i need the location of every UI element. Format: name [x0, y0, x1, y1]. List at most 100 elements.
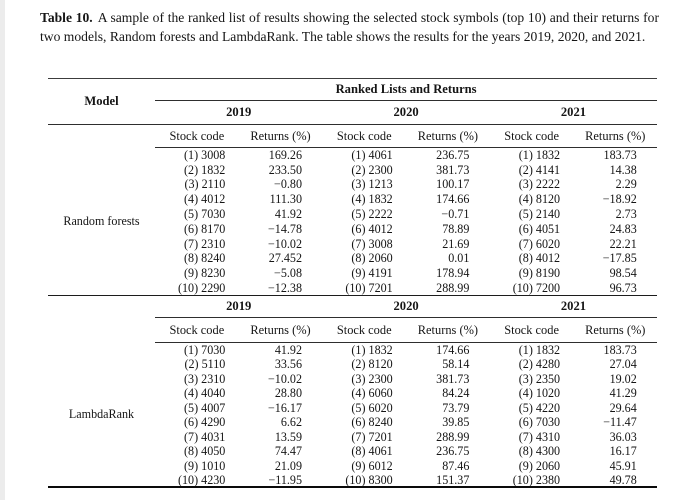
header-spacer — [48, 317, 155, 342]
table-row: (8) 4050 74.47 (8) 4061 236.75 (8) 4300 16.17 — [48, 444, 657, 459]
returns-cell: 49.78 — [573, 473, 657, 488]
stock-code-cell: (1) 4061 — [322, 148, 406, 163]
returns-value: 169.26 — [268, 148, 303, 163]
stock-code-value: (8) 4061 — [351, 444, 393, 459]
returns-cell: 178.94 — [406, 266, 490, 281]
table-row: LambdaRank (1) 7030 41.92 (1) 1832 174.66 (1)… — [48, 342, 657, 421]
returns-value: 41.92 — [274, 342, 303, 357]
returns-value: 58.14 — [442, 357, 470, 372]
stock-code-value: (4) 1832 — [351, 192, 393, 207]
returns-value: 29.64 — [609, 400, 637, 415]
stock-code-value: (6) 4290 — [184, 415, 226, 430]
returns-header: Returns (%) — [573, 317, 658, 343]
stock-code-cell: (5) 7030 — [155, 207, 239, 222]
returns-value: 19.02 — [609, 371, 637, 386]
table-row: (7) 4031 13.59 (7) 7201 288.99 (7) 4310 36.03 — [48, 429, 657, 444]
stock-code-value: (2) 2300 — [351, 162, 393, 177]
returns-cell: 288.99 — [406, 281, 490, 296]
returns-cell: 6.62 — [239, 415, 323, 430]
returns-value: 21.09 — [274, 458, 303, 473]
returns-value: −0.80 — [274, 177, 303, 192]
stock-code-value: (10) 7201 — [345, 280, 393, 295]
model-column-header: Model — [48, 78, 155, 125]
returns-cell: 36.03 — [573, 429, 657, 444]
returns-value: −10.02 — [267, 236, 303, 251]
stock-code-cell: (10) 2380 — [490, 473, 574, 488]
stock-code-cell: (10) 2290 — [155, 281, 239, 296]
stock-code-value: (2) 5110 — [184, 357, 226, 372]
stock-code-value: (3) 2222 — [518, 177, 561, 192]
stock-code-cell: (9) 8230 — [155, 266, 239, 281]
returns-value: −12.38 — [267, 280, 303, 295]
returns-header: Returns (%) — [406, 317, 490, 343]
stock-code-cell: (1) 1832 — [490, 342, 574, 357]
stock-code-cell: (7) 4310 — [490, 429, 574, 444]
model-label: LambdaRank — [68, 407, 135, 422]
returns-cell: 233.50 — [239, 162, 323, 177]
returns-value: 74.47 — [274, 444, 303, 459]
stock-code-cell: (5) 2222 — [322, 207, 406, 222]
stock-code-value: (1) 3008 — [184, 148, 226, 163]
table-row: (4) 4012 111.30 (4) 1832 174.66 (4) 8120 −18.… — [48, 192, 657, 207]
stock-code-cell: (1) 1832 — [322, 342, 406, 357]
table-caption-text: A sample of the ranked list of results s… — [40, 10, 659, 44]
returns-value: 288.99 — [436, 429, 470, 444]
returns-cell: 21.69 — [406, 236, 490, 251]
returns-value: 22.21 — [609, 236, 637, 251]
returns-value: 178.94 — [436, 266, 470, 281]
returns-value: 233.50 — [268, 162, 303, 177]
stock-code-cell: (10) 7201 — [322, 281, 406, 296]
returns-cell: 73.79 — [406, 400, 490, 415]
returns-cell: −10.02 — [239, 371, 323, 386]
returns-cell: 27.04 — [573, 357, 657, 372]
stock-code-value: (1) 1832 — [518, 342, 561, 357]
returns-cell: 28.80 — [239, 386, 323, 401]
returns-header: Returns (%) — [406, 124, 490, 148]
table-row: (9) 1010 21.09 (9) 6012 87.46 (9) 2060 45.91 — [48, 458, 657, 473]
table-row: (2) 1832 233.50 (2) 2300 381.73 (2) 4141 14.3… — [48, 162, 657, 177]
column-headers-row: Stock code Returns (%) Stock code Return… — [48, 124, 658, 148]
year-header-2019: 2019 — [155, 100, 323, 125]
ranked-lists-header: Ranked Lists and Returns — [155, 78, 658, 101]
stock-code-value: (9) 6012 — [351, 458, 393, 473]
returns-value: 39.85 — [442, 415, 470, 430]
stock-code-value: (5) 7030 — [184, 207, 226, 222]
returns-value: 73.79 — [442, 400, 470, 415]
returns-value: 78.89 — [442, 221, 470, 236]
stock-code-value: (9) 1010 — [184, 458, 226, 473]
returns-cell: 100.17 — [406, 177, 490, 192]
returns-header: Returns (%) — [573, 124, 658, 148]
returns-cell: 21.09 — [239, 458, 323, 473]
stock-code-cell: (6) 4012 — [322, 221, 406, 236]
stock-code-cell: (10) 8300 — [322, 473, 406, 488]
returns-cell: 39.85 — [406, 415, 490, 430]
stock-code-value: (6) 8170 — [184, 221, 226, 236]
stock-code-value: (6) 4051 — [518, 221, 561, 236]
stock-code-header: Stock code — [155, 124, 239, 148]
stock-code-value: (9) 8190 — [518, 266, 561, 281]
stock-code-cell: (3) 1213 — [322, 177, 406, 192]
stock-code-value: (7) 2310 — [184, 236, 226, 251]
returns-cell: 41.92 — [239, 342, 323, 357]
year-header-2019: 2019 — [155, 294, 323, 318]
stock-code-value: (3) 2110 — [184, 177, 226, 192]
stock-code-cell: (2) 1832 — [155, 162, 239, 177]
stock-code-value: (5) 4007 — [184, 400, 226, 415]
returns-value: 6.62 — [280, 415, 303, 430]
stock-code-value: (7) 4031 — [184, 429, 226, 444]
stock-code-cell: (5) 2140 — [490, 207, 574, 222]
stock-code-value: (4) 4040 — [184, 386, 226, 401]
stock-code-cell: (3) 2110 — [155, 177, 239, 192]
stock-code-value: (2) 1832 — [184, 162, 226, 177]
year-header-2020: 2020 — [322, 100, 490, 125]
returns-value: 24.83 — [609, 221, 637, 236]
returns-cell: 169.26 — [239, 148, 323, 163]
returns-cell: −5.08 — [239, 266, 323, 281]
table-row: (3) 2310 −10.02 (3) 2300 381.73 (3) 2350 19.0… — [48, 371, 657, 386]
returns-cell: −16.17 — [239, 400, 323, 415]
returns-value: 111.30 — [269, 192, 303, 207]
returns-value: 183.73 — [603, 148, 637, 163]
stock-code-cell: (10) 7200 — [490, 281, 574, 296]
returns-value: 174.66 — [436, 192, 470, 207]
header-spacer — [48, 294, 155, 318]
